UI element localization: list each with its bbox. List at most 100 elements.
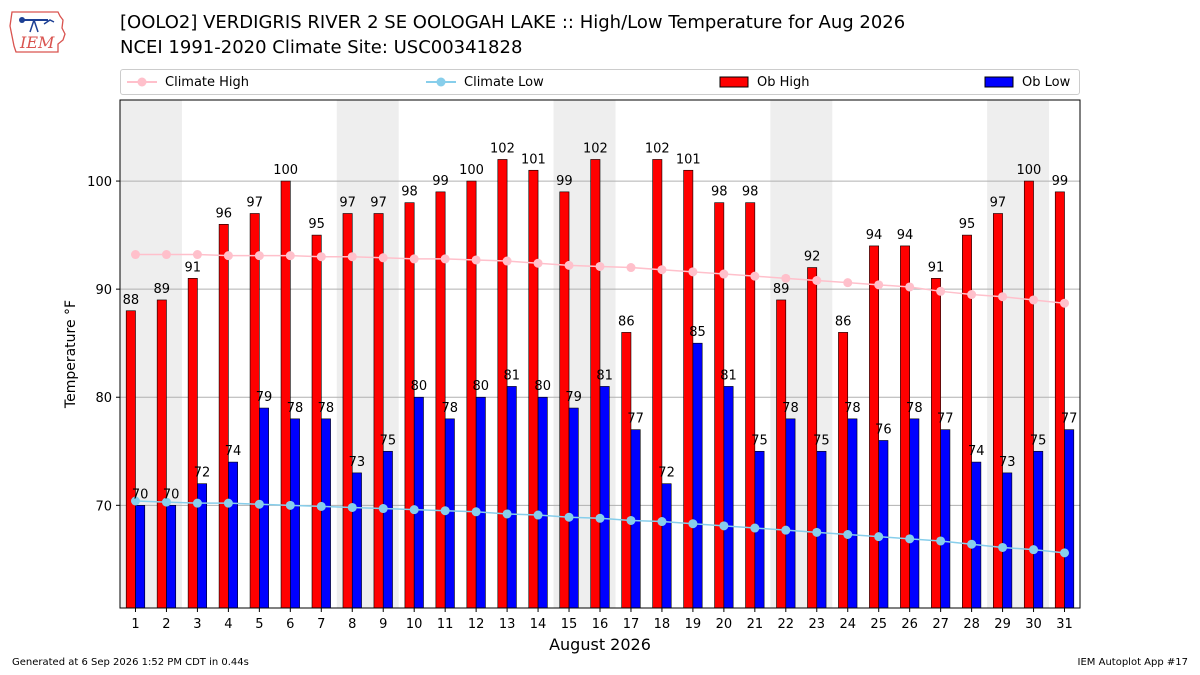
ob-low-value-label: 80 <box>534 379 551 394</box>
ob-low-value-label: 74 <box>225 444 242 459</box>
climate-high-point <box>440 254 450 264</box>
climate-high-point <box>657 265 667 275</box>
ob-low-value-label: 72 <box>658 466 675 481</box>
climate-low-point <box>781 525 791 535</box>
x-tick-label: 28 <box>963 617 980 632</box>
ob-high-value-label: 91 <box>928 260 945 275</box>
x-tick-label: 5 <box>255 617 263 632</box>
climate-high-point <box>1029 295 1039 305</box>
ob-high-value-label: 100 <box>459 163 484 178</box>
ob-high-bar <box>249 213 260 609</box>
ob-high-value-label: 88 <box>123 293 140 308</box>
ob-low-value-label: 72 <box>194 466 211 481</box>
ob-low-bar <box>1033 450 1044 609</box>
x-tick-label: 13 <box>499 617 516 632</box>
ob-high-value-label: 86 <box>618 314 635 329</box>
climate-low-point <box>998 542 1008 552</box>
climate-high-point <box>161 250 171 260</box>
climate-low-point <box>564 512 574 522</box>
ob-high-bar <box>125 310 136 609</box>
climate-high-point <box>595 261 605 271</box>
ob-low-value-label: 76 <box>875 422 892 437</box>
y-tick-label: 90 <box>95 283 112 298</box>
ob-high-value-label: 99 <box>1052 174 1069 189</box>
x-tick-label: 2 <box>162 617 170 632</box>
climate-low-point <box>595 513 605 523</box>
ob-high-bar <box>900 245 910 609</box>
legend-item-climate-high: Climate High <box>125 70 249 94</box>
climate-low-point <box>719 521 729 531</box>
ob-low-bar <box>537 396 548 609</box>
climate-low-point <box>1060 548 1070 558</box>
x-tick-label: 23 <box>809 617 826 632</box>
climate-low-point <box>285 500 295 510</box>
ob-high-bar <box>466 180 477 609</box>
climate-high-point <box>533 258 543 268</box>
climate-low-point <box>471 507 481 517</box>
climate-low-point <box>192 498 202 508</box>
climate-low-point <box>502 509 512 519</box>
ob-low-bar <box>723 386 734 609</box>
ob-low-bar <box>971 461 982 609</box>
ob-low-value-label: 78 <box>844 401 861 416</box>
ob-low-value-label: 78 <box>287 401 304 416</box>
ob-low-bar <box>475 396 486 609</box>
ob-low-value-label: 75 <box>813 433 830 448</box>
ob-low-value-label: 80 <box>473 379 490 394</box>
ob-high-value-label: 97 <box>370 195 387 210</box>
ob-high-value-label: 102 <box>490 141 515 156</box>
climate-high-point <box>223 251 233 261</box>
climate-high-point <box>905 282 915 292</box>
ob-high-bar <box>683 169 694 609</box>
ob-low-value-label: 78 <box>318 401 335 416</box>
climate-low-point <box>657 517 667 527</box>
x-tick-label: 6 <box>286 617 294 632</box>
ob-low-bar <box>568 407 579 609</box>
ob-high-value-label: 94 <box>866 228 883 243</box>
ob-low-value-label: 70 <box>132 487 149 502</box>
ob-high-bar <box>621 332 632 609</box>
x-tick-label: 14 <box>530 617 547 632</box>
y-tick-label: 80 <box>95 391 112 406</box>
ob-low-value-label: 73 <box>349 455 366 470</box>
ob-low-bar <box>661 483 672 609</box>
ob-low-value-label: 80 <box>411 379 428 394</box>
legend-marker-climate-high <box>127 77 157 87</box>
ob-high-value-label: 96 <box>215 206 232 221</box>
ob-high-value-label: 95 <box>308 217 325 232</box>
x-tick-label: 11 <box>437 617 454 632</box>
x-tick-label: 26 <box>901 617 918 632</box>
ob-high-value-label: 97 <box>990 195 1007 210</box>
ob-low-value-label: 77 <box>627 412 644 427</box>
climate-low-point <box>378 504 388 514</box>
climate-low-point <box>905 534 915 544</box>
iem-logo: IEM <box>9 11 66 53</box>
climate-high-point <box>874 280 884 290</box>
ob-low-value-label: 74 <box>968 444 985 459</box>
ob-high-value-label: 92 <box>804 250 821 265</box>
x-tick-label: 31 <box>1056 617 1073 632</box>
legend-marker-ob-high <box>719 76 749 88</box>
ob-high-bar <box>590 159 601 609</box>
ob-low-bar <box>878 440 889 609</box>
legend-item-ob-low: Ob Low <box>984 70 1070 94</box>
ob-low-value-label: 75 <box>751 433 768 448</box>
ob-low-value-label: 75 <box>380 433 397 448</box>
climate-high-point <box>378 253 388 263</box>
y-tick-label: 70 <box>95 499 112 514</box>
ob-high-bar <box>838 332 849 609</box>
ob-low-value-label: 81 <box>720 368 737 383</box>
climate-high-point <box>347 252 357 262</box>
ob-low-bar <box>320 418 331 609</box>
legend-item-climate-low: Climate Low <box>424 70 544 94</box>
ob-high-value-label: 98 <box>401 185 418 200</box>
ob-high-value-label: 91 <box>185 260 202 275</box>
climate-low-point <box>843 530 853 540</box>
ob-low-value-label: 78 <box>442 401 459 416</box>
x-tick-label: 27 <box>932 617 949 632</box>
ob-high-bar <box>373 213 384 609</box>
ob-low-value-label: 81 <box>503 368 520 383</box>
ob-low-value-label: 78 <box>906 401 923 416</box>
climate-high-point <box>812 276 822 286</box>
ob-high-bar <box>745 202 756 609</box>
